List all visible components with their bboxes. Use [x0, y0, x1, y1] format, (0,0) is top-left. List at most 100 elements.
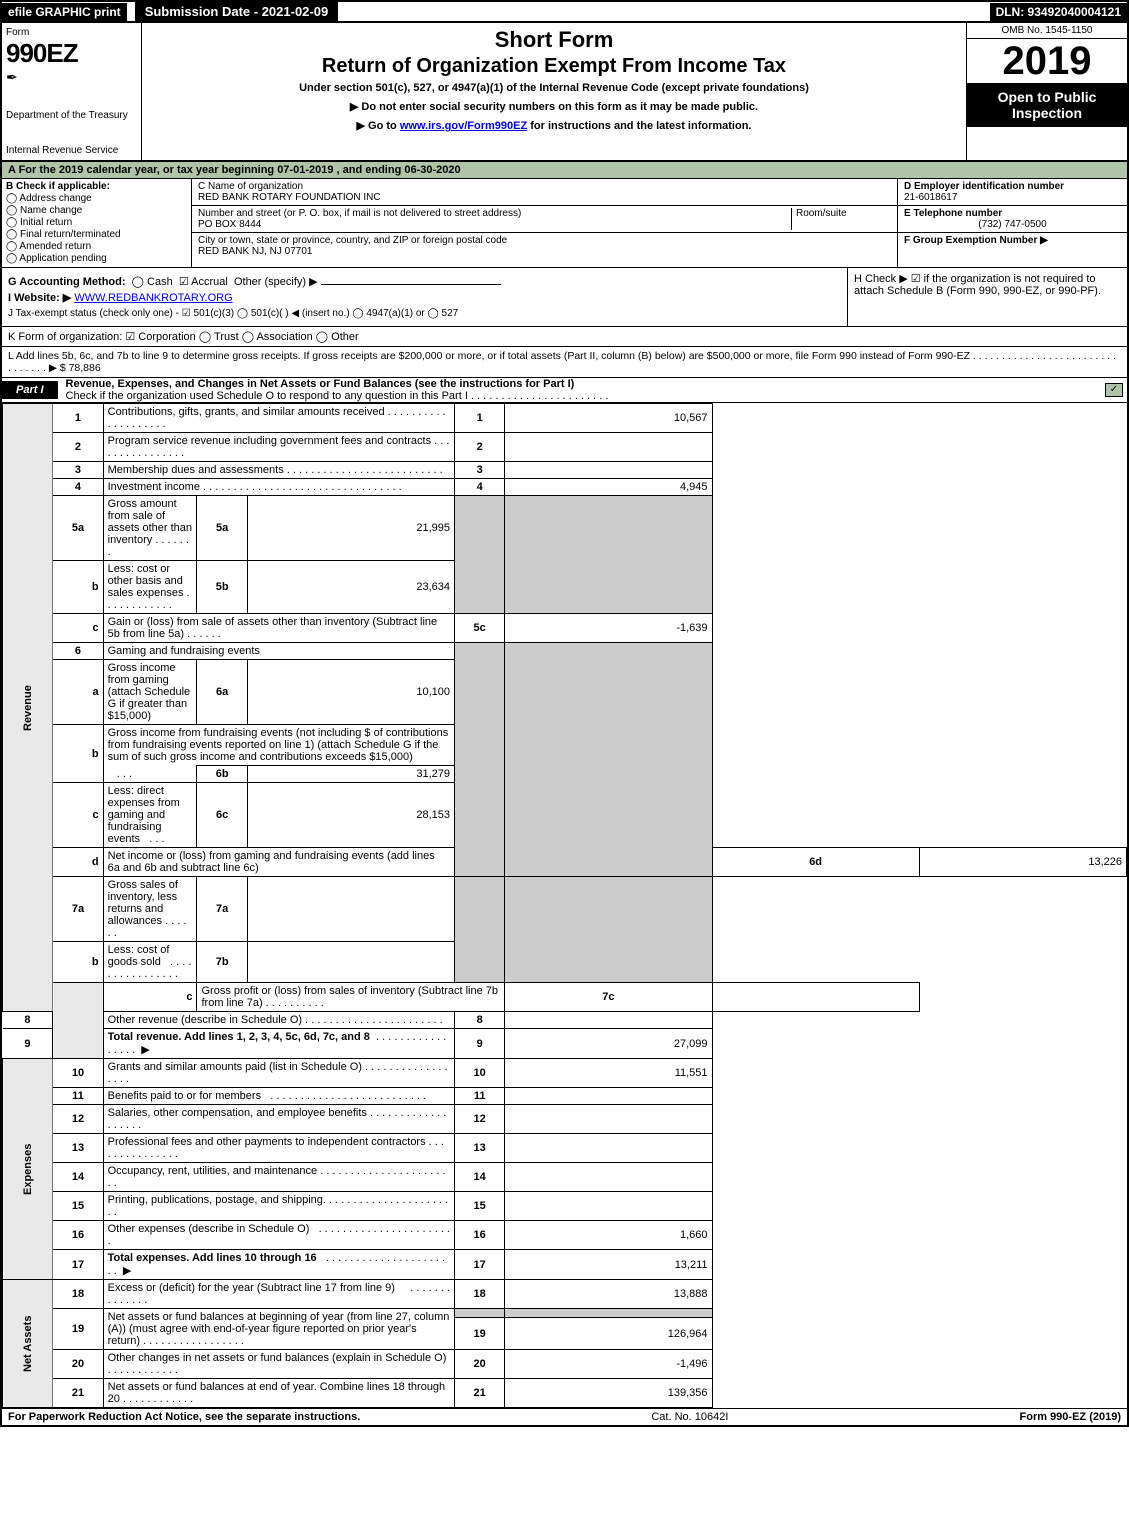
department-label: Department of the Treasury [6, 110, 137, 121]
g-cash[interactable]: Cash [147, 276, 173, 288]
efile-print-label[interactable]: efile GRAPHIC print [2, 3, 127, 21]
chk-final-return[interactable]: ◯ Final return/terminated [6, 229, 187, 240]
link-prefix: ▶ Go to [357, 120, 400, 132]
omb-number: OMB No. 1545-1150 [967, 23, 1127, 39]
tax-year: 2019 [967, 39, 1127, 83]
table-row: 13 Professional fees and other payments … [3, 1134, 1127, 1163]
section-cde: C Name of organization RED BANK ROTARY F… [192, 179, 897, 267]
ssn-warning: ▶ Do not enter social security numbers o… [150, 100, 958, 113]
website-link[interactable]: WWW.REDBANKROTARY.ORG [74, 292, 232, 304]
section-b: B Check if applicable: ◯ Address change … [2, 179, 192, 267]
line-j: J Tax-exempt status (check only one) - ☑… [8, 307, 841, 319]
header-right: OMB No. 1545-1150 2019 Open to Public In… [967, 23, 1127, 160]
section-d: D Employer identification number 21-6018… [898, 179, 1127, 206]
line-k: K Form of organization: ☑ Corporation ◯ … [2, 327, 1127, 347]
street-label: Number and street (or P. O. box, if mail… [198, 208, 521, 219]
table-row: 12 Salaries, other compensation, and emp… [3, 1105, 1127, 1134]
table-row: 6 Gaming and fundraising events [3, 643, 1127, 660]
section-d-label: D Employer identification number [904, 181, 1064, 192]
city-label: City or town, state or province, country… [198, 235, 507, 246]
line-i: I Website: ▶ WWW.REDBANKROTARY.ORG [8, 291, 841, 304]
chk-initial-return[interactable]: ◯ Initial return [6, 217, 187, 228]
line-g: G Accounting Method: ◯ Cash ☑ Accrual Ot… [8, 275, 841, 288]
room-suite-label: Room/suite [791, 208, 891, 230]
part1-table: Revenue 1 Contributions, gifts, grants, … [2, 403, 1127, 1408]
table-row: 14 Occupancy, rent, utilities, and maint… [3, 1163, 1127, 1192]
table-row: 11 Benefits paid to or for members . . .… [3, 1088, 1127, 1105]
chk-application-pending[interactable]: ◯ Application pending [6, 253, 187, 264]
tax-period-row: A For the 2019 calendar year, or tax yea… [2, 162, 1127, 179]
section-c: C Name of organization RED BANK ROTARY F… [192, 179, 897, 206]
city-row: City or town, state or province, country… [192, 233, 897, 259]
netassets-side-label: Net Assets [3, 1280, 53, 1408]
ln-cell: 1 [53, 404, 103, 433]
table-row: c Gross profit or (loss) from sales of i… [3, 983, 1127, 1012]
info-right-col: D Employer identification number 21-6018… [897, 179, 1127, 267]
table-row: c Gain or (loss) from sale of assets oth… [3, 614, 1127, 643]
revenue-side-label: Revenue [3, 404, 53, 1012]
address-row: Number and street (or P. O. box, if mail… [192, 206, 897, 233]
expenses-side-label: Expenses [3, 1059, 53, 1280]
org-name: RED BANK ROTARY FOUNDATION INC [198, 192, 381, 203]
table-row: 21 Net assets or fund balances at end of… [3, 1379, 1127, 1408]
h-text: H Check ▶ ☑ if the organization is not r… [854, 273, 1101, 297]
form-subtitle: Under section 501(c), 527, or 4947(a)(1)… [150, 82, 958, 94]
footer-left: For Paperwork Reduction Act Notice, see … [8, 1411, 360, 1423]
chk-address-change[interactable]: ◯ Address change [6, 193, 187, 204]
section-b-label: B Check if applicable: [6, 181, 110, 192]
inspect-line-2: Inspection [971, 105, 1123, 121]
i-label: I Website: ▶ [8, 292, 71, 304]
top-bar: efile GRAPHIC print Submission Date - 20… [2, 2, 1127, 23]
g-label: G Accounting Method: [8, 276, 126, 288]
col-ln: 1 [455, 404, 505, 433]
line-l: L Add lines 5b, 6c, and 7b to line 9 to … [2, 347, 1127, 378]
form-page: efile GRAPHIC print Submission Date - 20… [0, 0, 1129, 1427]
section-f: F Group Exemption Number ▶ [898, 233, 1127, 248]
desc-cell: Contributions, gifts, grants, and simila… [103, 404, 454, 433]
chk-amended-return[interactable]: ◯ Amended return [6, 241, 187, 252]
table-row: 9 Total revenue. Add lines 1, 2, 3, 4, 5… [3, 1029, 1127, 1059]
table-row: Expenses 10 Grants and similar amounts p… [3, 1059, 1127, 1088]
part1-check-note: Check if the organization used Schedule … [66, 390, 609, 402]
section-e: E Telephone number (732) 747-0500 [898, 206, 1127, 233]
line-h: H Check ▶ ☑ if the organization is not r… [847, 268, 1127, 326]
phone-value: (732) 747-0500 [904, 219, 1121, 230]
irs-label: Internal Revenue Service [6, 145, 137, 156]
table-row: 17 Total expenses. Add lines 10 through … [3, 1250, 1127, 1280]
street-value: PO BOX 8444 [198, 219, 261, 230]
footer-form-ref: Form 990-EZ (2019) [1020, 1411, 1122, 1423]
ghij-block: G Accounting Method: ◯ Cash ☑ Accrual Ot… [2, 268, 1127, 327]
form-number: 990EZ [6, 38, 137, 69]
g-accrual[interactable]: Accrual [191, 276, 228, 288]
section-f-label: F Group Exemption Number ▶ [904, 235, 1048, 246]
footer-catalog: Cat. No. 10642I [360, 1411, 1019, 1423]
header-left: Form 990EZ ✒ Department of the Treasury … [2, 23, 142, 160]
g-other[interactable]: Other (specify) ▶ [234, 276, 318, 288]
form-header: Form 990EZ ✒ Department of the Treasury … [2, 23, 1127, 162]
table-row: 16 Other expenses (describe in Schedule … [3, 1221, 1127, 1250]
header-center: Short Form Return of Organization Exempt… [142, 23, 967, 160]
form-title-2: Return of Organization Exempt From Incom… [150, 55, 958, 78]
section-e-label: E Telephone number [904, 208, 1002, 219]
col-val: 10,567 [505, 404, 712, 433]
table-row: 5a Gross amount from sale of assets othe… [3, 496, 1127, 561]
chk-name-change[interactable]: ◯ Name change [6, 205, 187, 216]
table-row: 19 Net assets or fund balances at beginn… [3, 1309, 1127, 1318]
k-text: K Form of organization: ☑ Corporation ◯ … [8, 331, 359, 343]
table-row: 2 Program service revenue including gove… [3, 433, 1127, 462]
part1-checkbox[interactable]: ✓ [1105, 383, 1123, 397]
part1-header: Part I Revenue, Expenses, and Changes in… [2, 378, 1127, 403]
table-row: 3 Membership dues and assessments . . . … [3, 462, 1127, 479]
instructions-link-line: ▶ Go to www.irs.gov/Form990EZ for instru… [150, 119, 958, 132]
part1-tab: Part I [2, 381, 58, 399]
table-row: Net Assets 18 Excess or (deficit) for th… [3, 1280, 1127, 1309]
part1-title: Revenue, Expenses, and Changes in Net As… [58, 378, 1105, 402]
table-row: Revenue 1 Contributions, gifts, grants, … [3, 404, 1127, 433]
link-suffix: for instructions and the latest informat… [527, 120, 751, 132]
section-c-label: C Name of organization [198, 181, 303, 192]
ein-value: 21-6018617 [904, 192, 957, 203]
open-public-inspection: Open to Public Inspection [967, 83, 1127, 127]
table-row: 8 Other revenue (describe in Schedule O)… [3, 1012, 1127, 1029]
irs-link[interactable]: www.irs.gov/Form990EZ [400, 120, 527, 132]
table-row: 20 Other changes in net assets or fund b… [3, 1350, 1127, 1379]
